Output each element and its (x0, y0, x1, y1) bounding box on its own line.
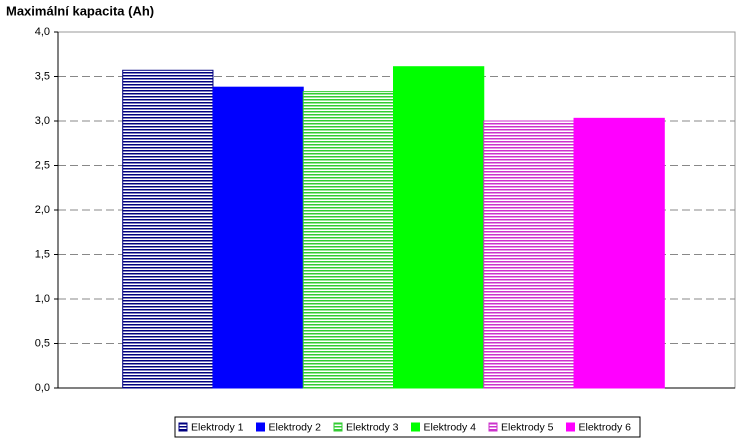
y-tick-label: 2,0 (35, 204, 50, 216)
legend-swatch (488, 422, 498, 432)
y-tick-label: 0,5 (35, 337, 50, 349)
legend-label: Elektrody 6 (579, 421, 632, 433)
legend-label: Elektrody 4 (424, 421, 477, 433)
bar (302, 91, 395, 389)
y-tick-label: 1,5 (35, 248, 50, 260)
bar (483, 120, 575, 389)
bar (393, 66, 485, 389)
legend-label: Elektrody 5 (501, 421, 554, 433)
y-tick-label: 3,0 (35, 115, 50, 127)
legend-label: Elektrody 3 (346, 421, 399, 433)
y-tick-label: 4,0 (35, 26, 50, 38)
bar (122, 69, 214, 389)
legend-swatch (411, 422, 420, 432)
legend-swatch (256, 422, 265, 432)
legend-label: Elektrody 2 (269, 421, 322, 433)
legend-swatch (333, 422, 343, 432)
legend-swatch (178, 422, 188, 432)
legend-label: Elektrody 1 (191, 421, 244, 433)
legend-box (174, 416, 641, 438)
y-tick-label: 1,0 (35, 293, 50, 305)
y-tick-label: 2,5 (35, 159, 50, 171)
bar (573, 117, 665, 389)
y-tick-label: 0,0 (35, 382, 50, 394)
legend-swatch (566, 422, 575, 432)
chart-title: Maximální kapacita (Ah) (6, 3, 154, 18)
y-tick-label: 3,5 (35, 70, 50, 82)
bar (212, 86, 304, 389)
